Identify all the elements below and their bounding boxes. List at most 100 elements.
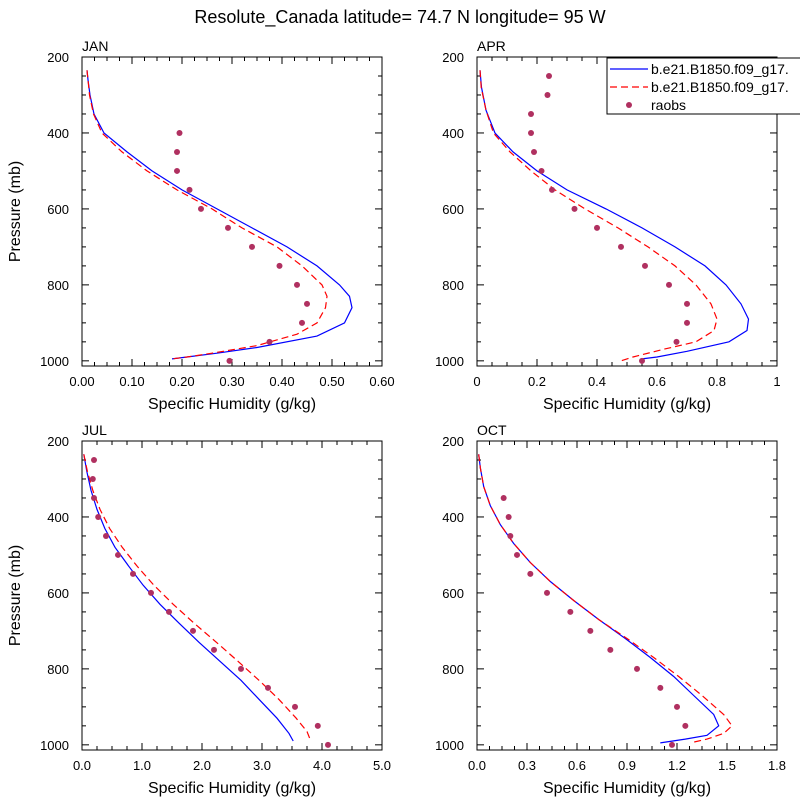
x-tick-label: 0.30 (219, 374, 244, 389)
x-tick-label: 0.3 (518, 758, 536, 773)
raobs-point (674, 703, 680, 710)
raobs-point (95, 513, 102, 520)
x-tick-label: 3.0 (253, 758, 271, 773)
raobs-point (304, 300, 310, 307)
raobs-point (639, 357, 645, 364)
raobs-point (292, 703, 298, 710)
solid-series-line (479, 70, 750, 360)
raobs-point (148, 589, 154, 596)
x-tick-label: 1.2 (668, 758, 686, 773)
raobs-point (507, 532, 514, 539)
raobs-point (130, 570, 136, 577)
y-tick-label: 600 (442, 586, 464, 601)
x-tick-label: 0.2 (528, 374, 546, 389)
legend-entry-solid: b.e21.B1850.f09_g17. (651, 61, 789, 77)
raobs-point (528, 110, 534, 117)
raobs-point (567, 608, 574, 615)
raobs-point (594, 224, 600, 231)
raobs-point (176, 129, 183, 136)
y-tick-label: 800 (47, 278, 69, 293)
y-tick-label: 200 (47, 434, 69, 449)
y-tick-label: 400 (47, 126, 69, 141)
raobs-point (211, 646, 217, 653)
y-tick-label: 600 (442, 202, 464, 217)
plot-frame-jan (81, 56, 383, 367)
raobs-point (299, 319, 305, 326)
y-tick-label: 200 (442, 50, 464, 65)
raobs-point (514, 551, 520, 558)
raobs-point (531, 148, 537, 155)
raobs-point (657, 684, 664, 691)
x-tick-label: 0.9 (618, 758, 636, 773)
y-tick-label: 1000 (40, 354, 69, 369)
x-tick-label: 0.6 (568, 758, 586, 773)
x-tick-label: 0.0 (468, 758, 486, 773)
dashed-series-line (83, 454, 311, 740)
dashed-series-line (478, 454, 733, 744)
raobs-point (642, 262, 648, 269)
figure-title: Resolute_Canada latitude= 74.7 N longitu… (194, 7, 605, 28)
dashed-series-line (479, 70, 718, 362)
y-tick-label: 800 (442, 278, 464, 293)
raobs-point (500, 494, 507, 501)
plot-frame-jul (81, 440, 383, 751)
x-tick-label: 0.50 (319, 374, 344, 389)
raobs-point (174, 148, 180, 155)
x-tick-label: 0.4 (588, 374, 606, 389)
solid-series-line (83, 454, 294, 742)
x-axis-label-jul: Specific Humidity (g/kg) (148, 780, 316, 797)
panel-oct: OCT 0.0 0.3 0.6 0.9 1.2 1.5 1.8 200 400 600 800 1000… (435, 422, 786, 797)
raobs-point (666, 281, 672, 288)
y-tick-label: 600 (47, 586, 69, 601)
x-tick-label: 1.0 (133, 758, 151, 773)
x-tick-label: 0.10 (119, 374, 144, 389)
raobs-point (190, 627, 196, 634)
raobs-point (186, 186, 193, 193)
y-tick-label: 400 (442, 510, 464, 525)
panel-label-oct: OCT (477, 422, 507, 438)
raobs-point (673, 338, 680, 345)
raobs-point (276, 262, 283, 269)
raobs-point (174, 167, 180, 174)
panel-jul: JUL 0.0 1.0 2.0 3.0 4.0 5.0 200 400 600 800 1000 Spe… (7, 422, 391, 797)
y-tick-label: 600 (47, 202, 69, 217)
raobs-point (249, 243, 255, 250)
x-tick-label: 5.0 (373, 758, 391, 773)
raobs-point (549, 186, 555, 193)
x-tick-label: 1.5 (718, 758, 736, 773)
legend: b.e21.B1850.f09_g17. b.e21.B1850.f09_g17… (606, 57, 800, 115)
y-tick-label: 200 (442, 434, 464, 449)
legend-entry-dashed: b.e21.B1850.f09_g17. (651, 79, 789, 95)
raobs-point (89, 475, 96, 482)
panel-label-jul: JUL (82, 422, 107, 438)
dashed-series-line (86, 70, 328, 360)
raobs-point (505, 513, 512, 520)
raobs-point (684, 300, 690, 307)
raobs-point (265, 684, 271, 691)
y-tick-label: 800 (47, 662, 69, 677)
solid-series-line (86, 70, 353, 360)
raobs-point (294, 281, 300, 288)
raobs-point (544, 91, 551, 98)
x-tick-label: 0.60 (369, 374, 394, 389)
raobs-point (682, 722, 689, 729)
raobs-point (91, 494, 97, 501)
legend-marker-swatch (626, 102, 632, 108)
x-axis-label-jan: Specific Humidity (g/kg) (148, 396, 316, 413)
y-tick-label: 400 (47, 510, 69, 525)
x-tick-label: 0 (473, 374, 480, 389)
y-axis-label-jul: Pressure (mb) (7, 545, 24, 646)
plot-frame-oct (476, 440, 778, 751)
raobs-point (684, 319, 690, 326)
x-tick-label: 4.0 (313, 758, 331, 773)
panel-label-jan: JAN (82, 38, 108, 54)
raobs-point (528, 129, 534, 136)
raobs-point (587, 627, 594, 634)
raobs-point (238, 665, 244, 672)
raobs-point (198, 205, 204, 212)
raobs-point (325, 741, 331, 748)
raobs-point (634, 665, 640, 672)
y-tick-label: 1000 (40, 738, 69, 753)
raobs-point (527, 570, 534, 577)
x-tick-label: 1 (773, 374, 780, 389)
